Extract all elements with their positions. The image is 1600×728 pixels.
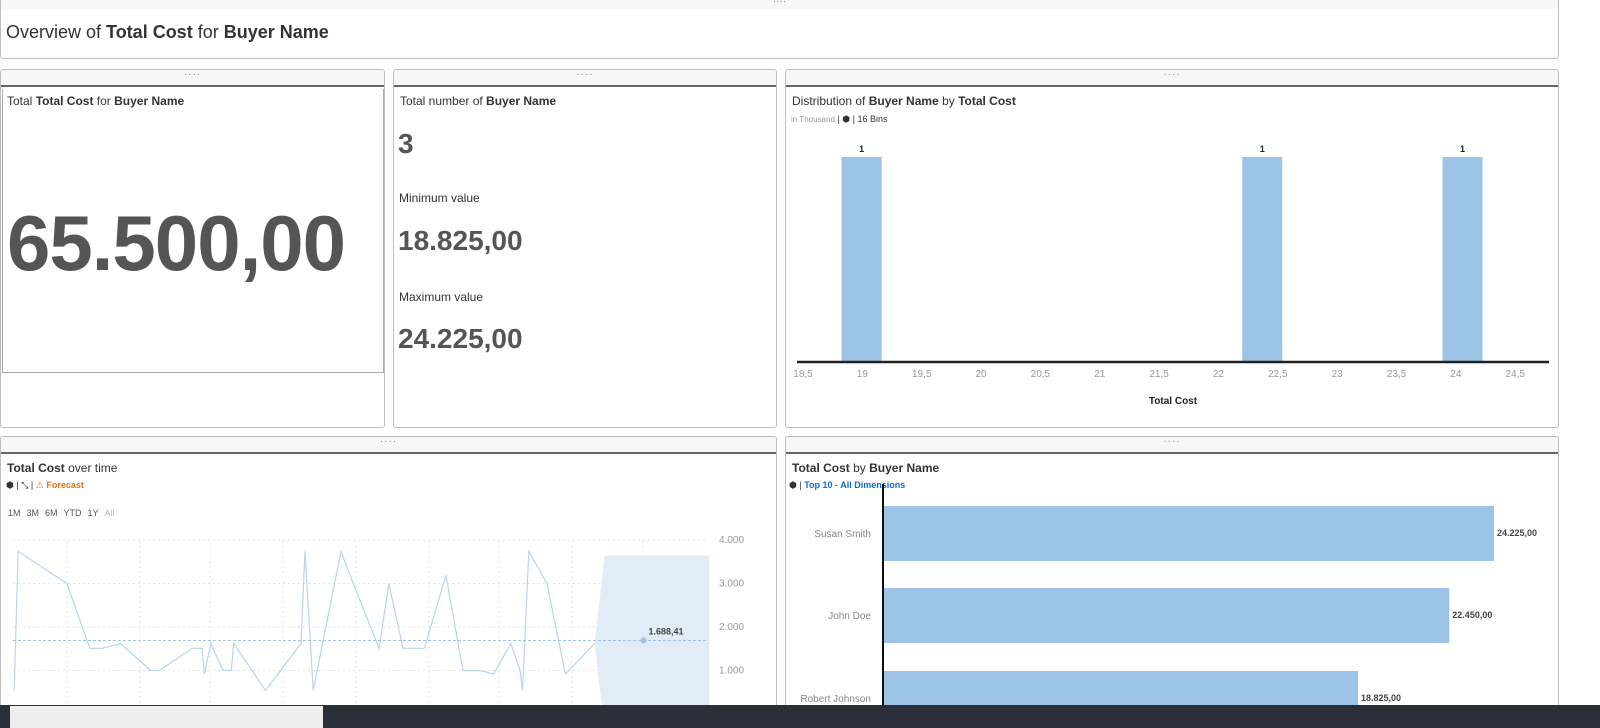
bar-count-label: 1 — [1460, 144, 1465, 154]
kpi-total-value: 65.500,00 — [7, 199, 346, 287]
x-tick-label: 21 — [1094, 369, 1106, 380]
bar — [884, 506, 1494, 561]
x-tick-label: 23,5 — [1387, 369, 1407, 380]
drag-handle[interactable]: ···· — [786, 437, 1558, 454]
unit-label: in Thousand — [791, 115, 835, 124]
y-tick-label: 3.000 — [719, 579, 744, 590]
taskbar — [0, 705, 1600, 728]
header-panel: ···· Overview of Total Cost for Buyer Na… — [0, 0, 1559, 59]
category-label: Susan Smith — [814, 529, 871, 540]
title-text: Overview of — [6, 22, 107, 42]
page-title: Overview of Total Cost for Buyer Name — [6, 22, 329, 43]
x-tick-label: 21,5 — [1149, 369, 1169, 380]
x-axis-title: Total Cost — [1149, 396, 1198, 407]
title-dimension: Buyer Name — [223, 22, 329, 42]
timeline-subtitle: ⬢ | ⤡ | ⚠ Forecast — [6, 480, 84, 490]
histogram-bar — [1442, 157, 1483, 362]
x-tick-label: 18,5 — [793, 369, 813, 380]
kpi-count-title: Total number of Buyer Name — [400, 94, 557, 108]
max-value: 24.225,00 — [398, 323, 523, 354]
category-label: John Doe — [828, 611, 871, 622]
kpi-count-panel[interactable]: ···· Total number of Buyer Name 3 Minimu… — [393, 69, 777, 428]
timeline-panel[interactable]: ···· Total Cost over time ⬢ | ⤡ | ⚠ Fore… — [0, 436, 777, 716]
kpi-total-panel[interactable]: ···· Total Total Cost for Buyer Name 65.… — [0, 69, 385, 428]
drag-handle[interactable]: ···· — [1, 70, 384, 87]
x-tick-label: 22 — [1213, 369, 1225, 380]
forecast-link[interactable]: Forecast — [46, 480, 84, 490]
histogram-bar — [1242, 157, 1283, 362]
cube-icon: ⬢ — [789, 480, 797, 490]
drag-handle[interactable]: ···· — [394, 70, 776, 87]
forecast-point — [640, 637, 647, 644]
drag-handle[interactable]: ···· — [1, 0, 1558, 9]
cube-icon: ⬢ — [842, 114, 851, 124]
y-tick-label: 2.000 — [719, 622, 744, 633]
kpi-inner — [2, 89, 384, 373]
taskbar-window[interactable] — [10, 706, 323, 728]
x-tick-label: 22,5 — [1268, 369, 1288, 380]
barchart-panel[interactable]: ···· Total Cost by Buyer Name ⬢ | Top 10… — [785, 436, 1559, 716]
forecast-band — [594, 555, 710, 715]
histogram-chart: 1 1 1 18,5 19 19,5 20 20,5 21 21,5 22 22,5 23 23,5 24 2… — [793, 144, 1549, 407]
bins-label[interactable]: 16 Bins — [857, 114, 888, 124]
bar — [884, 588, 1450, 643]
drag-handle[interactable]: ···· — [1, 437, 776, 454]
histogram-title: Distribution of Buyer Name by Total Cost — [792, 94, 1016, 108]
title-text: for — [192, 22, 224, 42]
range-6m[interactable]: 6M — [45, 508, 58, 518]
histogram-bar — [841, 157, 882, 362]
min-label: Minimum value — [399, 191, 480, 205]
drag-handle[interactable]: ···· — [786, 70, 1558, 87]
range-selector: 1M 3M 6M YTD 1Y All — [8, 508, 115, 518]
x-tick-label: 20,5 — [1031, 369, 1051, 380]
trend-icon: ⤡ — [21, 480, 29, 490]
cube-icon: ⬢ — [6, 480, 14, 490]
range-1m[interactable]: 1M — [8, 508, 21, 518]
bar-value-label: 18.825,00 — [1361, 693, 1401, 703]
max-label: Maximum value — [399, 290, 484, 304]
bar-value-label: 24.225,00 — [1497, 528, 1537, 538]
bar-count-label: 1 — [859, 144, 864, 154]
count-value: 3 — [398, 128, 414, 159]
bar-value-label: 22.450,00 — [1452, 610, 1492, 620]
range-3m[interactable]: 3M — [26, 508, 40, 518]
x-tick-label: 23 — [1332, 369, 1344, 380]
title-measure: Total Cost — [106, 22, 193, 42]
barchart-subtitle: ⬢ | Top 10 - All Dimensions — [789, 480, 906, 490]
top10-filter-link[interactable]: Top 10 - All Dimensions — [804, 480, 906, 490]
bar-chart: 24.225,00 Susan Smith 22.450,00 John Doe 18.… — [800, 484, 1537, 715]
histogram-subtitle: in Thousand | ⬢ | 16 Bins — [791, 114, 888, 124]
bar-count-label: 1 — [1260, 144, 1265, 154]
kpi-total-title: Total Total Cost for Buyer Name — [7, 94, 185, 108]
category-label: Robert Johnson — [800, 694, 871, 705]
forecast-value-label: 1.688,41 — [648, 627, 683, 637]
range-ytd[interactable]: YTD — [63, 508, 82, 518]
warning-icon: ⚠ — [35, 480, 44, 490]
y-tick-label: 1.000 — [719, 666, 744, 677]
range-all[interactable]: All — [104, 508, 115, 518]
x-tick-label: 19 — [857, 369, 869, 380]
range-1y[interactable]: 1Y — [87, 508, 99, 518]
series-line — [13, 549, 596, 692]
x-tick-label: 19,5 — [912, 369, 932, 380]
x-tick-label: 20 — [975, 369, 987, 380]
x-tick-label: 24 — [1450, 369, 1462, 380]
barchart-title: Total Cost by Buyer Name — [792, 461, 940, 475]
histogram-panel[interactable]: ···· Distribution of Buyer Name by Total… — [785, 69, 1559, 428]
timeline-title: Total Cost over time — [7, 461, 118, 475]
min-value: 18.825,00 — [398, 225, 523, 256]
y-tick-label: 4.000 — [719, 535, 744, 546]
x-tick-label: 24,5 — [1505, 369, 1525, 380]
